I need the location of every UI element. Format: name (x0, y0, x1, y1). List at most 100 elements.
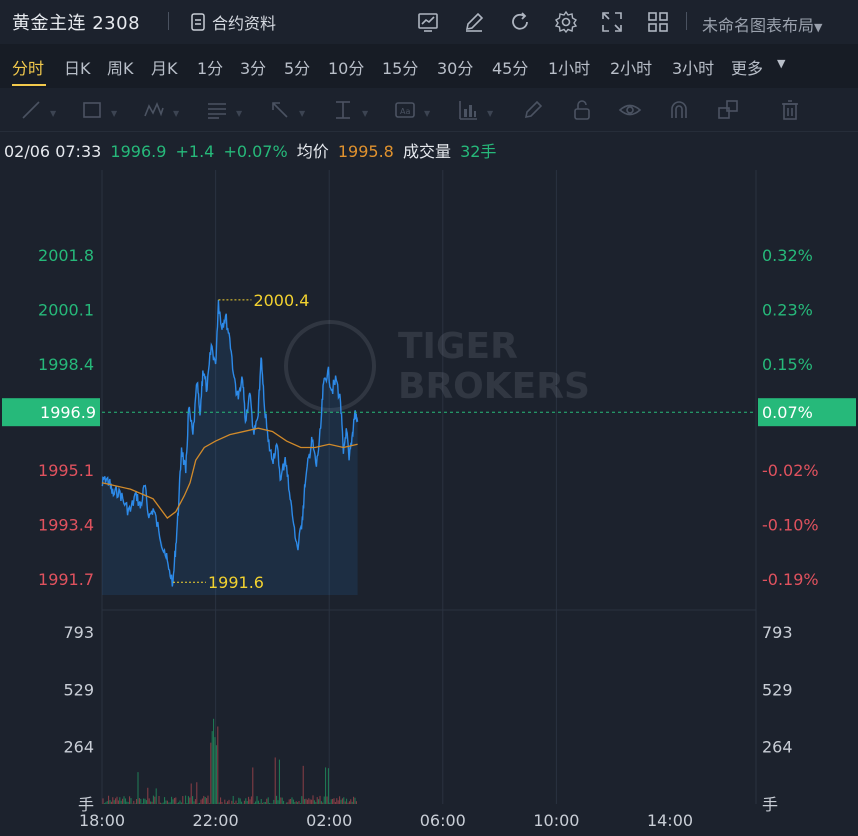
time-axis-label: 22:00 (193, 811, 239, 830)
layout-label: 未命名图表布局 (702, 16, 815, 35)
price-line (101, 299, 359, 587)
tool-caret-icon[interactable]: ▼ (362, 109, 369, 118)
current-pct-tag-bg (758, 398, 856, 427)
timeframe-tab[interactable]: 周K (107, 59, 134, 78)
watermark-logo (284, 320, 376, 412)
current-price-tag: 1996.9 (40, 403, 96, 422)
volume-axis-label: 793 (762, 623, 793, 642)
timeframe-bar: 分时 日K 周K 月K 1分 3分 5分 10分 15分 30分 45分 1小时 2小时 3小时 更多 ▼ (0, 44, 858, 88)
top-icon-group (414, 8, 672, 36)
watermark-text: TIGER (398, 326, 518, 367)
timeframe-tab[interactable]: 3分 (240, 59, 267, 78)
timeframe-tab[interactable]: 1小时 (548, 59, 591, 78)
tool-caret-icon[interactable]: ▼ (424, 109, 431, 118)
timeframe-tab[interactable]: 5分 (284, 59, 311, 78)
tool-caret-icon[interactable]: ▼ (487, 109, 494, 118)
low-price-label: 1991.6 (208, 573, 264, 592)
price-axis-label: 1993.4 (38, 515, 94, 534)
volume-axis-label: 529 (762, 680, 793, 699)
quote-change-pct: +0.07% (223, 142, 288, 161)
contract-info-label: 合约资料 (212, 14, 277, 33)
tool-caret-icon[interactable]: ▼ (236, 109, 243, 118)
time-axis-label: 06:00 (420, 811, 466, 830)
pct-axis-label: 0.32% (762, 246, 813, 265)
current-pct-tag: 0.07% (762, 403, 813, 422)
timeframe-tab[interactable]: 1分 (197, 59, 224, 78)
more-caret-icon[interactable]: ▼ (777, 57, 786, 70)
time-axis-label: 14:00 (647, 811, 693, 830)
price-axis-label: 1998.4 (38, 355, 94, 374)
line-tool-icon[interactable] (19, 98, 43, 122)
time-axis-label: 18:00 (79, 811, 125, 830)
timeframe-tab[interactable]: 月K (151, 59, 178, 78)
timeframe-tab[interactable]: 2小时 (610, 59, 653, 78)
tool-caret-icon[interactable]: ▼ (173, 109, 180, 118)
volume-axis-label: 529 (63, 680, 94, 699)
timeframe-tab[interactable]: 3小时 (672, 59, 715, 78)
quote-change: +1.4 (175, 142, 215, 161)
timeframe-tab[interactable]: 日K (64, 59, 91, 78)
current-price-tag-bg (2, 398, 100, 427)
timeframe-tab[interactable]: 10分 (328, 59, 365, 78)
rectangle-tool-icon[interactable] (80, 98, 104, 122)
grid-layout-icon[interactable] (644, 8, 672, 36)
quote-price: 1996.9 (110, 142, 167, 161)
timeframe-tab[interactable]: 15分 (382, 59, 419, 78)
layout-dropdown[interactable]: 未命名图表布局▼ (702, 12, 822, 36)
lock-icon[interactable] (570, 98, 594, 122)
pct-axis-label: -0.10% (762, 515, 819, 534)
edit-icon[interactable] (460, 8, 488, 36)
pct-axis-label: -0.19% (762, 570, 819, 589)
pattern-tool-icon[interactable] (142, 98, 166, 122)
pen-icon[interactable] (521, 98, 545, 122)
top-bar: 黄金主连 2308 合约资料 未命名图表布局▼ (0, 0, 858, 44)
tool-caret-icon[interactable]: ▼ (50, 109, 57, 118)
time-axis-label: 10:00 (533, 811, 579, 830)
refresh-icon[interactable] (506, 8, 534, 36)
svg-text:Aa: Aa (400, 107, 410, 116)
layers-icon[interactable] (716, 98, 740, 122)
volume-label: 成交量 (402, 142, 451, 161)
watermark-text: BROKERS (398, 366, 590, 407)
chart-settings-icon[interactable] (414, 8, 442, 36)
pct-axis-label: -0.02% (762, 461, 819, 480)
timeframe-tab[interactable]: 45分 (492, 59, 529, 78)
price-area-fill (102, 299, 358, 596)
arrow-tool-icon[interactable] (268, 98, 292, 122)
eye-icon[interactable] (618, 98, 642, 122)
volume-axis-label: 264 (762, 738, 793, 757)
pct-axis-label: 0.23% (762, 301, 813, 320)
fib-tool-icon[interactable] (205, 98, 229, 122)
measure-tool-icon[interactable] (331, 98, 355, 122)
tool-caret-icon[interactable]: ▼ (299, 109, 306, 118)
contract-info-button[interactable]: 合约资料 (190, 10, 276, 34)
price-axis-label: 2000.1 (38, 301, 94, 320)
timeframe-tab[interactable]: 分时 (12, 59, 45, 78)
fullscreen-icon[interactable] (598, 8, 626, 36)
instrument-title[interactable]: 黄金主连 2308 (12, 13, 141, 34)
caret-down-icon: ▼ (814, 21, 823, 34)
gear-icon[interactable] (552, 8, 580, 36)
price-axis-label: 2001.8 (38, 246, 94, 265)
quote-datetime: 02/06 07:33 (4, 142, 102, 161)
text-tool-icon[interactable]: Aa (393, 98, 417, 122)
divider (168, 12, 169, 30)
divider (686, 12, 687, 30)
timeframe-tab[interactable]: 更多 (731, 59, 764, 78)
tool-caret-icon[interactable]: ▼ (111, 109, 118, 118)
high-price-label: 2000.4 (253, 291, 309, 310)
chart-area[interactable]: TIGER BROKERS 2000.4 1991.6 2001.8 2000.1 1998… (0, 170, 858, 832)
magnet-icon[interactable] (667, 98, 691, 122)
indicator-tool-icon[interactable] (456, 98, 480, 122)
time-axis-label: 02:00 (306, 811, 352, 830)
price-axis-label: 1995.1 (38, 461, 94, 480)
volume-unit-label: 手 (78, 795, 94, 814)
trash-icon[interactable] (778, 98, 802, 122)
pct-axis-label: 0.15% (762, 355, 813, 374)
drawing-toolbar: ▼ ▼ ▼ ▼ ▼ ▼ Aa ▼ ▼ (0, 88, 858, 132)
volume-axis-label: 793 (63, 623, 94, 642)
timeframe-tab[interactable]: 30分 (437, 59, 474, 78)
price-axis-label: 1991.7 (38, 570, 94, 589)
